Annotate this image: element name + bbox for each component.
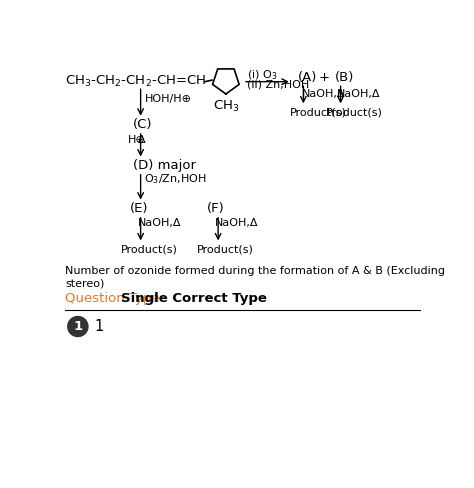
Text: Question Type:: Question Type: — [65, 292, 169, 305]
Text: NaOH,Δ: NaOH,Δ — [302, 89, 346, 99]
Text: (E): (E) — [130, 202, 148, 215]
Text: NaOH,Δ: NaOH,Δ — [337, 89, 380, 99]
Text: (A): (A) — [298, 71, 317, 83]
Text: CH$_3$-CH$_2$-CH$_2$-CH=CH: CH$_3$-CH$_2$-CH$_2$-CH=CH — [65, 74, 207, 89]
Text: Number of ozonide formed during the formation of A & B (Excluding
stereo): Number of ozonide formed during the form… — [65, 266, 446, 288]
Text: +: + — [319, 71, 330, 83]
Text: Product(s): Product(s) — [326, 107, 383, 118]
Text: 1: 1 — [95, 319, 104, 334]
Text: Product(s): Product(s) — [121, 244, 178, 255]
Text: (i) O$_3$: (i) O$_3$ — [247, 69, 277, 82]
Text: (F): (F) — [207, 202, 224, 215]
Text: (B): (B) — [334, 71, 354, 83]
Text: NaOH,Δ: NaOH,Δ — [138, 218, 182, 227]
Text: Single Correct Type: Single Correct Type — [121, 292, 267, 305]
Text: H⊕: H⊕ — [128, 135, 146, 145]
Text: CH$_3$: CH$_3$ — [213, 100, 239, 115]
Text: Δ: Δ — [138, 135, 146, 145]
Text: HOH/H⊕: HOH/H⊕ — [145, 94, 191, 103]
Text: Product(s): Product(s) — [290, 107, 346, 118]
Circle shape — [68, 317, 88, 337]
Text: O$_3$/Zn,HOH: O$_3$/Zn,HOH — [145, 173, 207, 186]
Text: Product(s): Product(s) — [196, 244, 253, 255]
Text: (D) major: (D) major — [133, 159, 196, 172]
Text: (ii) Zn,HOH: (ii) Zn,HOH — [247, 80, 309, 90]
Text: NaOH,Δ: NaOH,Δ — [215, 218, 258, 227]
Text: (C): (C) — [133, 118, 152, 131]
Text: 1: 1 — [73, 320, 82, 333]
